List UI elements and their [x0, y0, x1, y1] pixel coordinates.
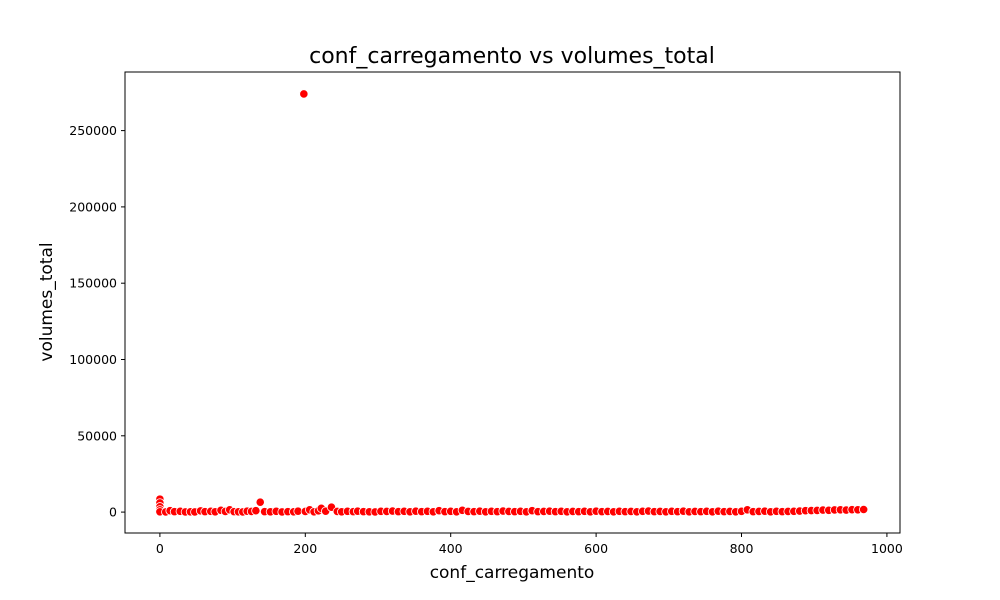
y-axis-label: volumes_total	[37, 242, 57, 361]
x-axis-ticks: 0 200 400 600 800 1000	[156, 533, 903, 556]
plot-frame	[124, 71, 901, 534]
y-tick-label: 0	[109, 505, 117, 520]
data-point	[251, 506, 261, 516]
x-tick-label: 200	[293, 541, 317, 556]
y-tick-label: 150000	[69, 276, 117, 291]
points-layer	[155, 89, 869, 517]
x-tick-label: 800	[730, 541, 754, 556]
data-point	[859, 504, 869, 515]
x-axis-label: conf_carregamento	[430, 563, 595, 583]
x-tick-label: 1000	[871, 541, 903, 556]
x-tick-label: 400	[439, 541, 463, 556]
y-tick-label: 50000	[77, 428, 117, 443]
y-axis-ticks: 0 50000 100000 150000 200000 250000	[69, 123, 125, 520]
x-tick-label: 600	[584, 541, 608, 556]
data-point	[299, 89, 309, 99]
y-tick-label: 100000	[69, 352, 117, 367]
y-tick-label: 250000	[69, 123, 117, 138]
data-point	[255, 497, 265, 507]
y-tick-label: 200000	[69, 199, 117, 214]
chart-title: conf_carregamento vs volumes_total	[309, 44, 715, 69]
x-tick-label: 0	[156, 541, 164, 556]
